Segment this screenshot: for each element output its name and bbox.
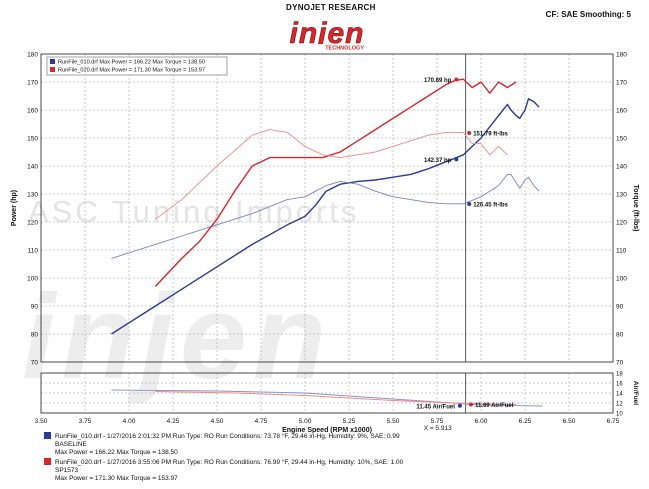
brand-subtitle: TECHNOLOGY [325, 46, 364, 52]
y-left-tick-label: 160 [27, 108, 38, 115]
y-left-tick-label: 90 [31, 304, 39, 311]
series-line-4 [111, 389, 543, 407]
y-right-tick-label: 170 [616, 80, 627, 87]
annotation-marker [454, 77, 459, 82]
run-info-2: RunFile_020.drf - 1/27/2016 3:55:06 PM R… [44, 458, 403, 483]
annotation-label: 11.45 Air/Fuel [416, 404, 455, 410]
x-tick-label: 6.75 [607, 418, 620, 425]
y-left-axis-title: Power (hp) [11, 190, 18, 226]
legend-entry: RunFile_020.drf Max Power = 171.30 Max T… [58, 68, 205, 74]
x-tick-label: 4.00 [123, 418, 136, 425]
y-left-tick-label: 180 [27, 52, 38, 59]
y-right-tick-label: 80 [616, 332, 624, 339]
af-tick-label: 18 [616, 372, 623, 378]
settings-label: CF: SAE Smoothing: 5 [545, 10, 631, 19]
x-tick-label: 4.75 [255, 418, 268, 425]
af-tick-label: 16 [616, 382, 623, 388]
run-2-swatch [44, 458, 51, 465]
series-line-2 [154, 78, 517, 287]
legend-swatch [50, 67, 55, 72]
run-1-max: Max Power = 166.22 Max Torque = 138.50 [55, 449, 178, 456]
y-left-tick-label: 150 [27, 136, 38, 143]
y-left-tick-label: 70 [31, 360, 39, 367]
y-right-tick-label: 180 [616, 52, 627, 59]
annotation-label: 142.37 hp [424, 158, 452, 164]
y-right-tick-label: 90 [616, 304, 624, 311]
annotation-label: 170.89 hp [424, 78, 452, 84]
company-name: DYNOJET RESEARCH [286, 3, 376, 12]
legend-entry: RunFile_010.drf Max Power = 166.22 Max T… [58, 60, 205, 66]
af-tick-label: 14 [616, 392, 623, 398]
watermark-text: ASC Tuning Imports [28, 194, 359, 229]
y-right-axis-title: Torque (ft-lbs) [632, 185, 639, 232]
run-2-details: RunFile_020.drf - 1/27/2016 3:55:06 PM R… [55, 459, 404, 466]
series-line-0 [111, 98, 540, 335]
x-tick-label: 6.50 [563, 418, 576, 425]
run-2-name: SP1573 [55, 467, 79, 474]
y-right-tick-label: 140 [616, 164, 627, 171]
y-left-tick-label: 140 [27, 164, 38, 171]
annotation-label: 151.79 ft-lbs [473, 131, 508, 137]
run-2-max: Max Power = 171.30 Max Torque = 153.97 [55, 475, 178, 482]
x-tick-label: 5.00 [299, 418, 312, 425]
brand-sub-bg [290, 44, 364, 50]
y-left-tick-label: 170 [27, 80, 38, 87]
x-tick-label: 6.25 [519, 418, 532, 425]
af-tick-label: 12 [616, 402, 623, 408]
x-tick-label: 4.50 [211, 418, 224, 425]
y-left-tick-label: 100 [27, 276, 38, 283]
cursor-label: X = 5.913 [424, 425, 452, 432]
series-line-1 [111, 173, 540, 259]
y-left-tick-label: 120 [27, 220, 38, 227]
y-right-tick-label: 120 [616, 220, 627, 227]
run-1-name: BASELINE [55, 441, 87, 448]
y-left-tick-label: 110 [28, 248, 39, 255]
legend-swatch [50, 59, 55, 64]
y-right-tick-label: 130 [616, 192, 627, 199]
y-right-tick-label: 70 [616, 360, 624, 367]
annotation-label: 11.69 Air/Fuel [475, 403, 514, 409]
x-tick-label: 5.25 [343, 418, 356, 425]
annotation-marker [454, 157, 459, 162]
x-axis-title: Engine Speed (RPM x1000) [282, 427, 372, 434]
x-tick-label: 3.75 [79, 418, 92, 425]
y-left-tick-label: 130 [27, 192, 38, 199]
annotation-label: 126.45 ft-lbs [473, 202, 508, 208]
y-right-tick-label: 150 [616, 136, 627, 143]
run-info-1: RunFile_010.drf - 1/27/2016 2:01:32 PM R… [44, 432, 400, 457]
af-frame [40, 372, 614, 414]
y-right-tick-label: 110 [616, 248, 627, 255]
run-1-details: RunFile_010.drf - 1/27/2016 2:01:32 PM R… [55, 433, 400, 440]
watermark-logo: injen [22, 270, 332, 404]
x-tick-label: 5.75 [431, 418, 444, 425]
af-axis-title: Air/Fuel [632, 381, 639, 405]
y-left-tick-label: 80 [31, 332, 39, 339]
run-1-swatch [44, 432, 51, 439]
x-tick-label: 3.50 [35, 418, 48, 425]
plot-frame [40, 53, 614, 363]
af-tick-label: 10 [616, 412, 623, 418]
annotation-marker [467, 201, 472, 206]
series-line-3 [155, 129, 508, 220]
y-right-tick-label: 100 [616, 276, 627, 283]
x-tick-label: 5.50 [387, 418, 400, 425]
annotation-marker [457, 403, 462, 408]
annotation-marker [468, 402, 473, 407]
annotation-marker [467, 130, 472, 135]
x-tick-label: 6.00 [475, 418, 488, 425]
series-line-5 [155, 391, 517, 405]
y-right-tick-label: 160 [616, 108, 627, 115]
legend-box [46, 56, 228, 76]
x-tick-label: 4.25 [167, 418, 180, 425]
